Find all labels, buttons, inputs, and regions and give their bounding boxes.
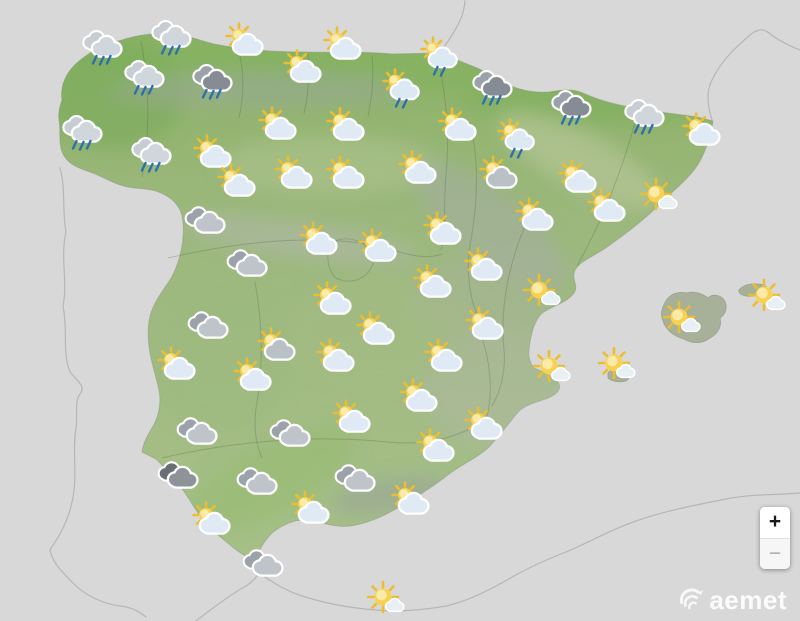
map-zoom-control: + −	[760, 507, 790, 569]
france-mediterranean-coastline	[707, 29, 800, 121]
portugal-coastline	[49, 167, 147, 618]
france-atlantic-coastline	[439, 0, 466, 53]
zoom-control-divider	[760, 537, 790, 539]
zoom-out-button[interactable]: −	[760, 538, 790, 569]
island-ibiza	[607, 367, 631, 383]
zoom-in-button[interactable]: +	[760, 507, 790, 538]
